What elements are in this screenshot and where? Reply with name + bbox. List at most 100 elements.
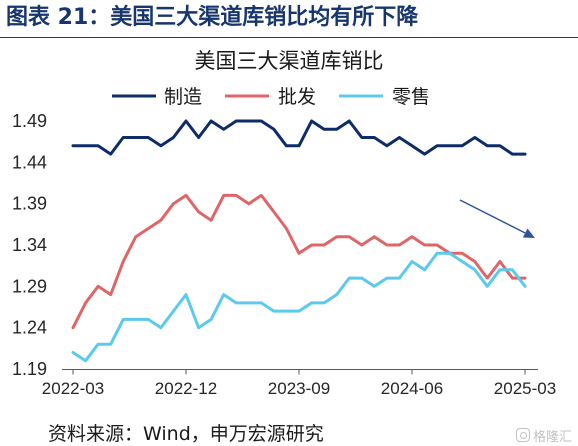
- manufacturing-data-point: [260, 119, 263, 123]
- wholesale-data-point: [322, 243, 326, 247]
- wholesale-data-point: [260, 194, 263, 197]
- retail-data-point: [122, 318, 125, 321]
- manufacturing-data-point: [335, 128, 338, 131]
- y-tick-label: 1.24: [12, 318, 47, 338]
- y-tick-label: 1.19: [12, 359, 47, 379]
- trend-arrow: [459, 199, 535, 238]
- retail-series-line: [71, 251, 527, 363]
- x-tick-label: 2023-09: [268, 379, 330, 398]
- retail-data-point: [448, 252, 451, 255]
- retail-data-point: [473, 268, 476, 271]
- retail-data-point: [172, 309, 175, 313]
- retail-data-point: [235, 301, 238, 305]
- wholesale-data-point: [122, 260, 125, 263]
- retail-data-point: [247, 301, 250, 305]
- retail-data-point: [373, 285, 376, 288]
- watermark-text: 格隆汇: [532, 429, 572, 445]
- wholesale-data-point: [435, 243, 439, 247]
- manufacturing-data-point: [423, 152, 426, 156]
- wholesale-data-point: [473, 260, 476, 263]
- manufacturing-data-point: [147, 136, 150, 139]
- wholesale-data-point: [285, 227, 288, 230]
- wholesale-data-point: [247, 202, 250, 205]
- plot-area: [71, 119, 527, 363]
- retail-data-point: [84, 359, 87, 362]
- chart-title: 美国三大渠道库销比: [195, 49, 384, 73]
- retail-data-point: [159, 326, 163, 329]
- wholesale-series: [71, 193, 527, 330]
- wholesale-series-line: [71, 193, 527, 330]
- manufacturing-data-point: [235, 119, 238, 123]
- manufacturing-data-point: [523, 152, 527, 156]
- manufacturing-data-point: [197, 136, 200, 139]
- wholesale-data-point: [461, 252, 464, 255]
- retail-data-point: [511, 268, 514, 271]
- wholesale-data-point: [172, 202, 175, 205]
- y-tick-label: 1.49: [12, 111, 47, 131]
- manufacturing-data-point: [498, 144, 502, 147]
- wholesale-data-point: [235, 194, 238, 197]
- legend: 制造 批发 零售: [112, 86, 430, 108]
- wholesale-data-point: [486, 276, 489, 280]
- trend-arrow-shaft: [459, 199, 526, 234]
- wholesale-data-point: [96, 285, 100, 288]
- manufacturing-data-point: [71, 144, 75, 147]
- manufacturing-data-point: [247, 119, 250, 123]
- retail-data-point: [260, 301, 263, 305]
- manufacturing-data-point: [486, 144, 489, 147]
- manufacturing-data-point: [448, 144, 451, 147]
- manufacturing-data-point: [96, 144, 100, 147]
- legend-item-manufacturing: 制造: [112, 86, 202, 108]
- manufacturing-data-point: [159, 144, 163, 147]
- manufacturing-series-line: [71, 119, 527, 156]
- wholesale-data-point: [310, 243, 313, 247]
- retail-data-point: [184, 293, 188, 296]
- wholesale-data-point: [147, 227, 150, 230]
- retail-data-point: [360, 276, 363, 280]
- manufacturing-data-point: [398, 136, 401, 139]
- manufacturing-data-point: [310, 119, 313, 123]
- manufacturing-data-point: [222, 128, 225, 131]
- x-tick-label: 2025-03: [494, 379, 556, 398]
- legend-label-retail: 零售: [392, 86, 430, 108]
- retail-data-point: [297, 309, 301, 313]
- retail-data-point: [197, 326, 200, 329]
- retail-data-point: [523, 285, 527, 288]
- figure-title: 图表 21：美国三大渠道库销比均有所下降: [6, 5, 419, 30]
- manufacturing-data-point: [109, 152, 112, 156]
- watermark-logo: 格隆汇: [515, 426, 572, 445]
- manufacturing-data-point: [435, 144, 439, 147]
- y-axis: 1.19 1.24 1.29 1.34 1.39 1.44 1.49: [12, 111, 47, 379]
- retail-data-point: [461, 260, 464, 263]
- wholesale-data-point: [385, 243, 389, 247]
- wholesale-data-point: [209, 219, 213, 222]
- retail-data-point: [147, 318, 150, 321]
- retail-series: [71, 251, 527, 363]
- wholesale-data-point: [423, 243, 426, 247]
- wholesale-data-point: [511, 276, 514, 280]
- retail-data-point: [71, 351, 75, 354]
- y-tick-label: 1.44: [12, 152, 47, 172]
- manufacturing-data-point: [134, 136, 137, 139]
- manufacturing-data-point: [297, 144, 301, 147]
- wholesale-data-point: [222, 194, 225, 197]
- retail-data-point: [310, 301, 313, 305]
- retail-data-point: [322, 301, 326, 305]
- x-axis: 2022-03 2022-12 2023-09 2024-06 2025-03: [42, 369, 556, 398]
- retail-data-point: [222, 293, 225, 296]
- legend-item-wholesale: 批发: [225, 86, 316, 108]
- x-tick-label: 2022-12: [155, 379, 217, 398]
- legend-item-retail: 零售: [339, 86, 430, 108]
- retail-data-point: [498, 268, 502, 271]
- retail-data-point: [335, 293, 338, 296]
- retail-data-point: [96, 343, 100, 346]
- retail-data-point: [272, 309, 276, 313]
- manufacturing-data-point: [511, 152, 514, 156]
- retail-data-point: [435, 252, 439, 255]
- wholesale-data-point: [398, 243, 401, 247]
- manufacturing-data-point: [122, 136, 125, 139]
- source-note: 资料来源：Wind，申万宏源研究: [48, 423, 324, 445]
- wholesale-data-point: [159, 219, 163, 222]
- trend-arrow-head: [522, 228, 535, 238]
- x-tick-label: 2022-03: [42, 379, 104, 398]
